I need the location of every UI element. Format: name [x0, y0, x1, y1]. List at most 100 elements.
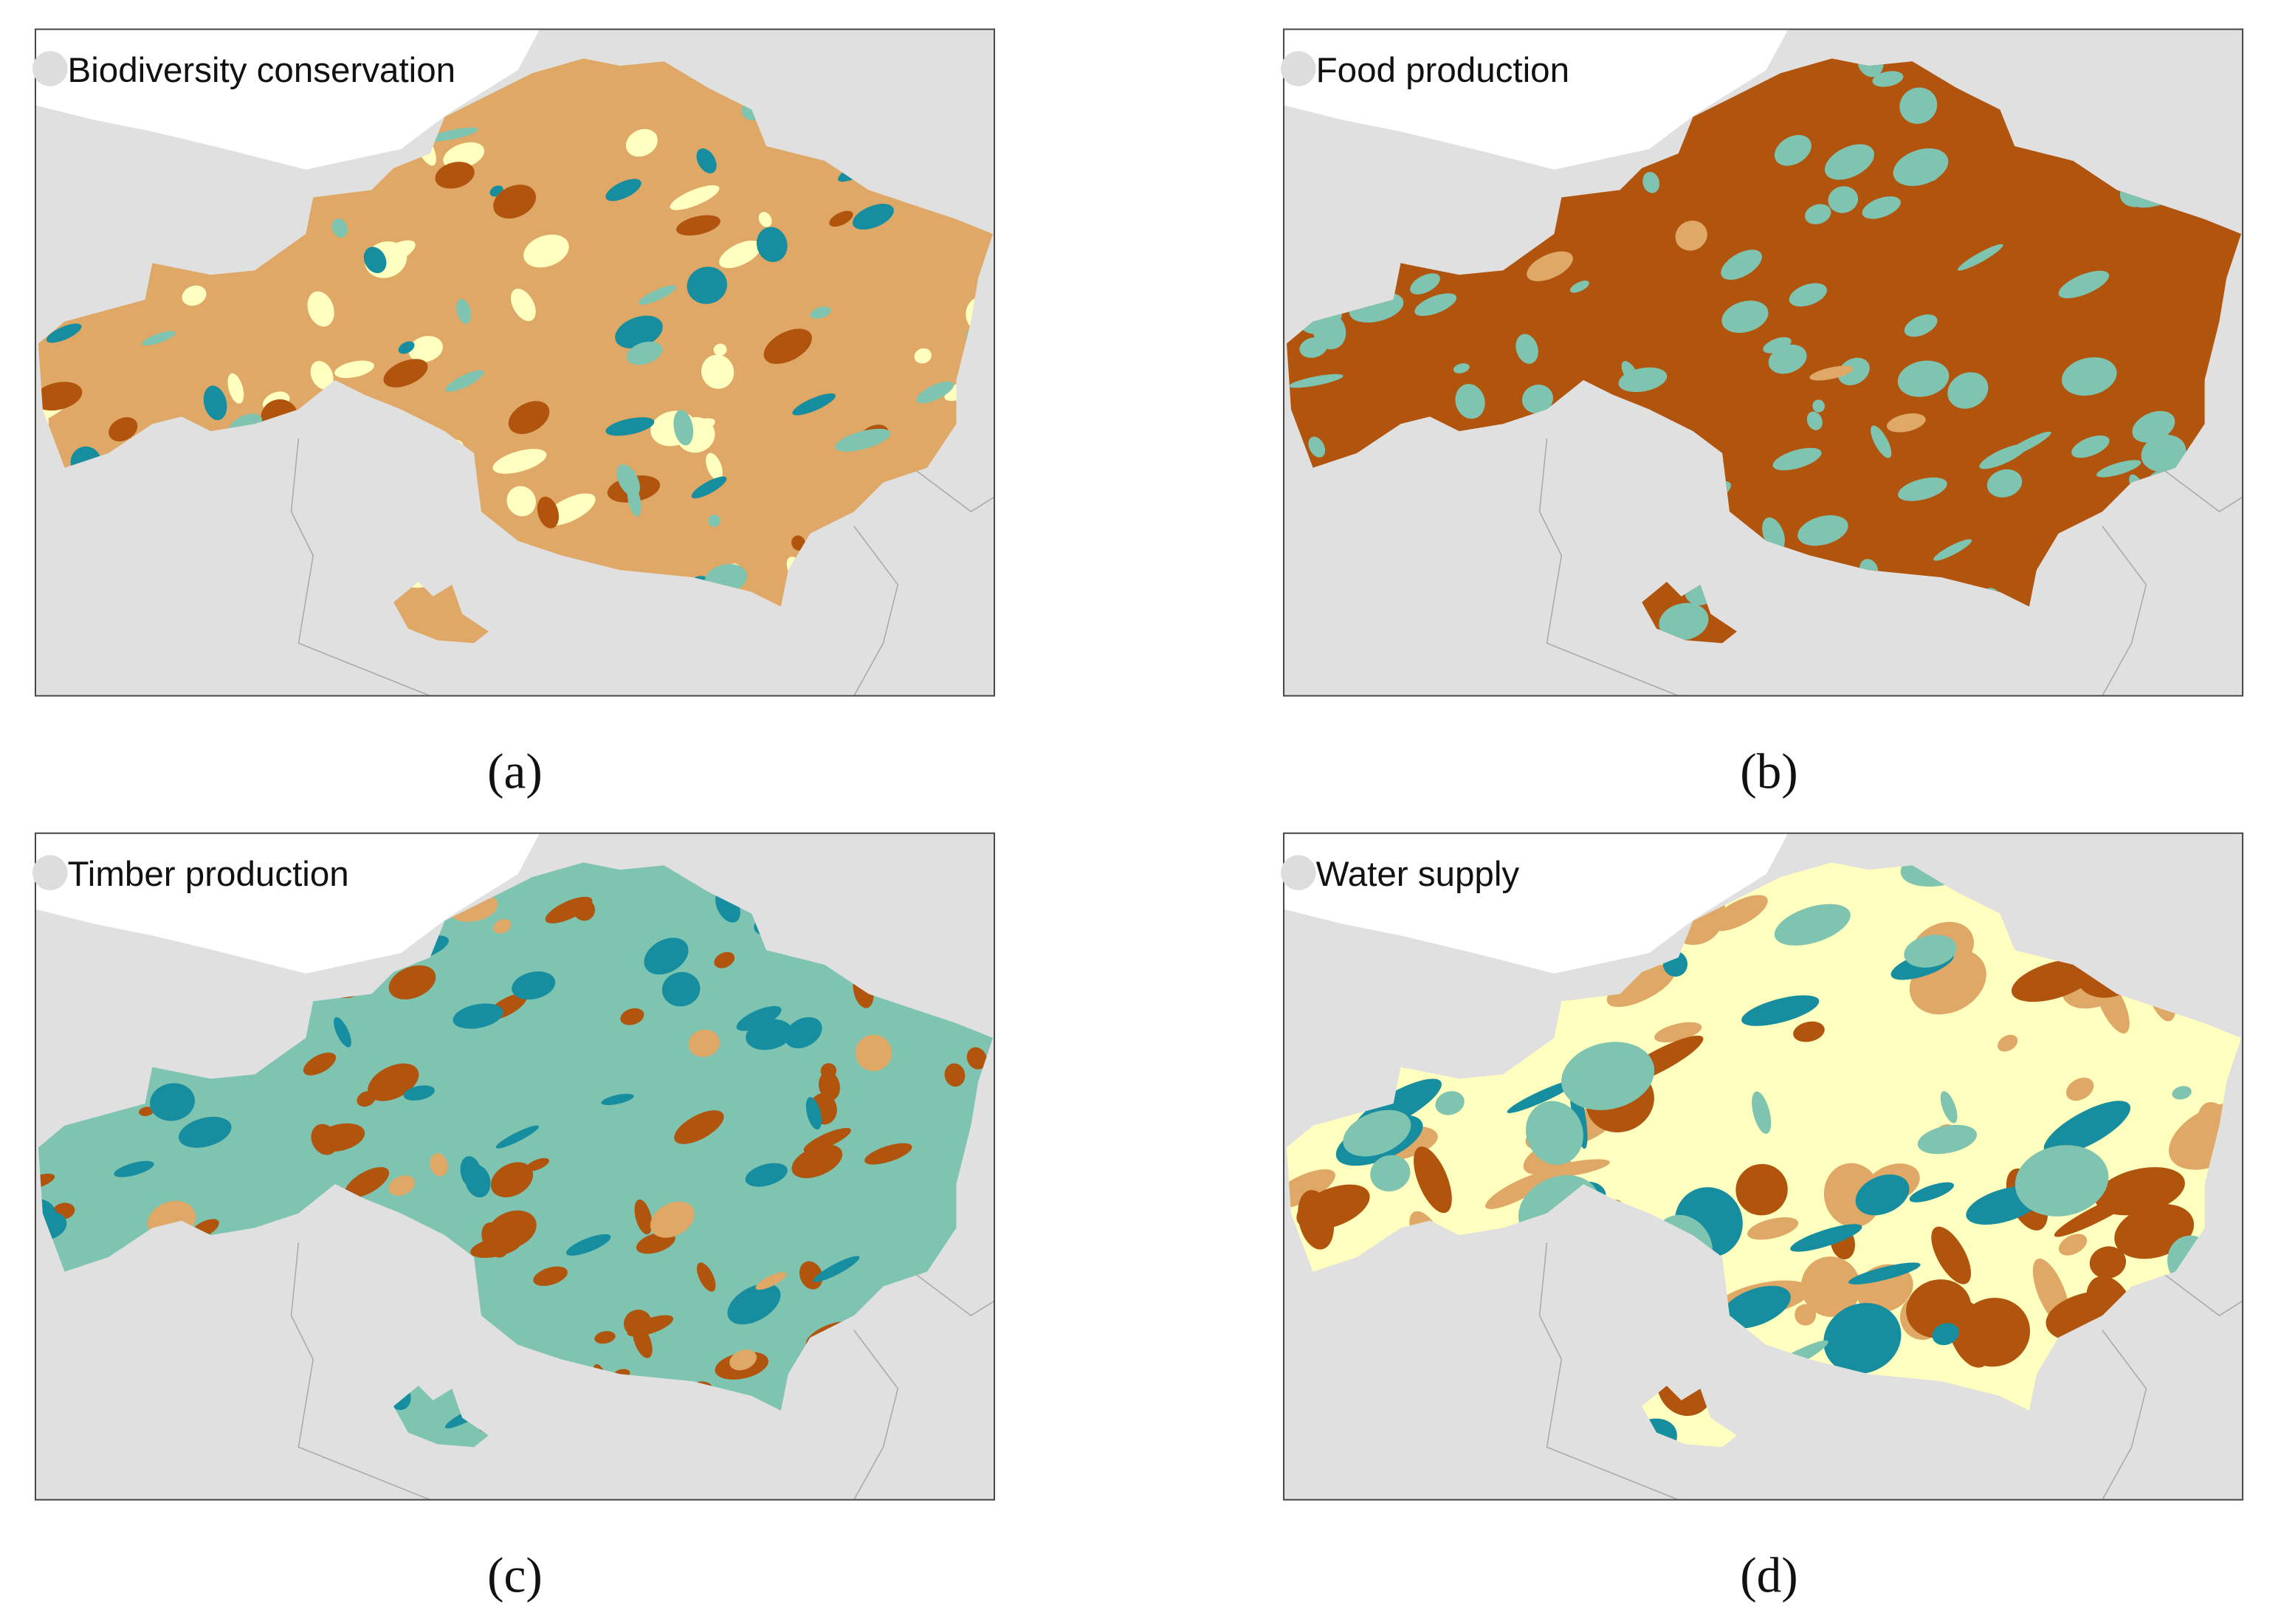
patch [661, 971, 701, 1007]
patch [727, 1283, 781, 1325]
patch [307, 291, 334, 327]
patch [691, 476, 727, 499]
patch [736, 1005, 782, 1031]
patch [627, 1315, 674, 1337]
panel-title: Food production [1316, 51, 1569, 90]
sea [1284, 29, 1789, 170]
patch [1909, 1182, 1954, 1202]
patch [1710, 895, 1768, 932]
patch [864, 1143, 912, 1165]
patch [1904, 314, 1938, 337]
patch [2065, 1077, 2094, 1101]
patch [1998, 1034, 2018, 1052]
patch [1806, 411, 1823, 430]
patch [835, 428, 891, 452]
patch [1797, 515, 1848, 546]
patch [2071, 435, 2110, 458]
patch [537, 496, 560, 529]
map-panel: Timber production [32, 832, 995, 1501]
patch [533, 1266, 568, 1287]
patch [2089, 1246, 2127, 1279]
patch [708, 515, 720, 527]
patch [1812, 399, 1825, 413]
patch [1837, 357, 1870, 385]
borders [1538, 1242, 2243, 1500]
patch [1308, 436, 1326, 458]
patch [626, 341, 663, 365]
patch [1561, 1042, 1655, 1110]
patch [1410, 273, 1440, 295]
patch [1741, 995, 1820, 1026]
patch [2043, 1101, 2131, 1156]
patch [2096, 460, 2141, 478]
patch [506, 486, 536, 517]
patch [310, 360, 334, 390]
patch [511, 288, 536, 322]
corner-marker [32, 51, 68, 86]
patch [1537, 1159, 1610, 1178]
patch [713, 343, 727, 356]
patch [1800, 1256, 1861, 1317]
patch [1747, 1217, 1799, 1240]
sea [1284, 833, 1789, 974]
patch [1899, 87, 1938, 124]
patch [644, 937, 689, 975]
patch [1370, 1155, 1411, 1191]
panel-frame [1283, 28, 2244, 697]
patch [792, 393, 836, 416]
patch [1790, 1224, 1862, 1252]
patch [687, 266, 727, 304]
patch [334, 360, 374, 379]
patch [1618, 367, 1668, 393]
patch [38, 1173, 55, 1190]
borders [1538, 438, 2243, 696]
patch [512, 971, 556, 1000]
patch [1453, 363, 1470, 374]
patch [2029, 1186, 2093, 1208]
patch [625, 128, 658, 157]
patch [1654, 1022, 1702, 1043]
patch [1933, 539, 1972, 561]
patch [38, 382, 83, 411]
patch [492, 449, 547, 474]
patch [2058, 270, 2110, 299]
patch [1871, 425, 1892, 458]
patch [1855, 1174, 1910, 1216]
patch [388, 965, 436, 999]
map-panel: Biodiversity conservation [32, 28, 995, 697]
patch [303, 1052, 337, 1076]
patch [1343, 1109, 1411, 1157]
patch [1507, 1078, 1579, 1113]
patch [799, 1261, 823, 1290]
patch [706, 453, 723, 481]
patch [1947, 372, 1989, 409]
patch [638, 285, 676, 305]
patch [916, 381, 954, 404]
patch [914, 348, 932, 364]
patch [1917, 1124, 1978, 1155]
patch [456, 298, 472, 324]
patch [1897, 360, 1950, 397]
patch [109, 417, 138, 441]
patch [966, 1047, 987, 1070]
patch [493, 918, 512, 934]
patch [428, 127, 478, 142]
patch [443, 142, 485, 169]
patch [2061, 357, 2117, 396]
patch [803, 1128, 851, 1152]
panel-title: Water supply [1316, 855, 1520, 894]
patch [493, 185, 536, 219]
patch [114, 1160, 154, 1177]
patch [1906, 1279, 1972, 1338]
patch [1904, 935, 1957, 968]
patch [1569, 281, 1589, 293]
patch [495, 1125, 540, 1149]
patch [453, 1003, 503, 1029]
patch [403, 1085, 435, 1101]
patch [620, 1008, 644, 1025]
sea [35, 833, 540, 974]
patch [670, 185, 720, 210]
patch [383, 359, 428, 388]
map-area [1284, 29, 2243, 696]
patch [746, 1019, 793, 1050]
